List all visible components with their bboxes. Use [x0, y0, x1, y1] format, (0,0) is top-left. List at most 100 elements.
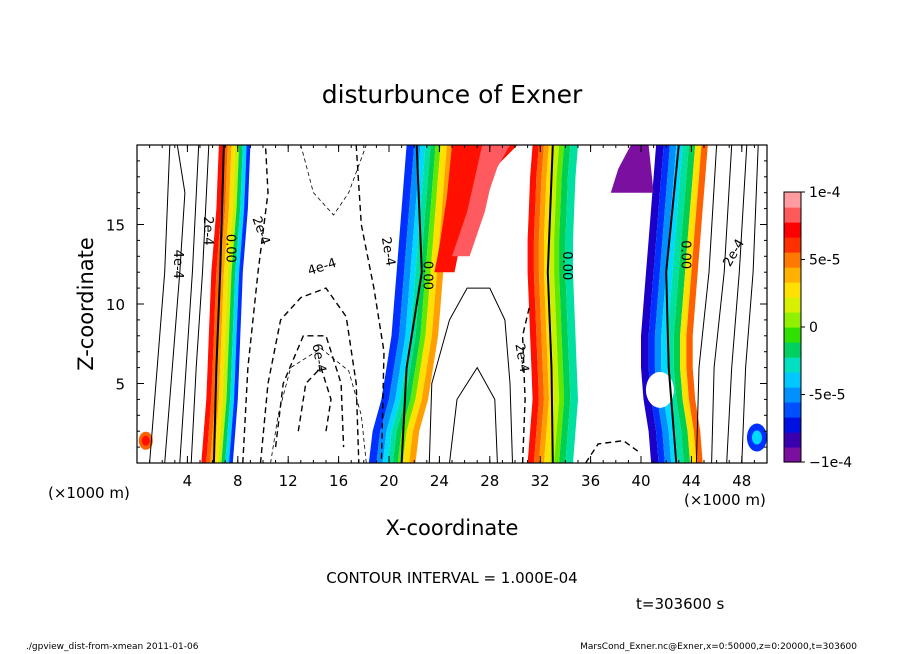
fill-band — [229, 145, 251, 463]
fill-band — [641, 145, 664, 463]
contour-line — [300, 145, 367, 216]
colorbar: 1e-4 5e-5 0 -5e-5 −1e-4 — [783, 185, 852, 471]
plot-area: 4e-42e-40.002e-44e-46e-42e-40.002e-40.00… — [136, 144, 768, 464]
contour-line — [355, 145, 385, 463]
colorbar-swatch — [784, 267, 801, 283]
fill-band — [610, 145, 654, 193]
colorbar-swatch — [784, 342, 801, 358]
x-tick-label: 20 — [379, 472, 398, 490]
contour-line — [212, 145, 225, 463]
fill-band — [409, 145, 454, 463]
colorbar-swatch — [784, 402, 801, 418]
contour-line — [711, 145, 733, 463]
blob-warm-core — [141, 435, 150, 446]
y-tick-label: 15 — [106, 217, 125, 235]
contour-line — [585, 439, 642, 463]
contour-line — [164, 145, 186, 463]
fill-band — [559, 145, 571, 463]
blob-hole — [645, 371, 674, 408]
colorbar-swatch — [784, 192, 801, 208]
x-tick-label: 12 — [279, 472, 298, 490]
colorbar-swatch — [784, 297, 801, 313]
colorbar-swatch — [784, 387, 801, 403]
fill-band — [402, 145, 447, 463]
x-tick-label: 32 — [531, 472, 550, 490]
fill-band — [397, 145, 441, 463]
fill-band — [452, 145, 510, 257]
contour-line — [521, 303, 531, 463]
y-axis-label: Z-coordinate — [74, 237, 98, 371]
colorbar-swatch — [784, 282, 801, 298]
colorbar-tick-label: 0 — [809, 320, 818, 336]
y-axis: 5 10 15 — [106, 160, 767, 448]
fill-band — [221, 145, 243, 463]
colorbar-tick-label: -5e-5 — [809, 388, 846, 404]
x-tick-label: 24 — [430, 472, 449, 490]
colorbar-swatch — [784, 207, 801, 223]
fill-band — [533, 145, 544, 463]
contour-line — [190, 145, 210, 463]
fill-band — [680, 145, 702, 463]
contour-label: 0.00 — [419, 261, 434, 290]
contour-lines — [149, 145, 759, 463]
y-tick-label: 10 — [106, 296, 125, 314]
fill-band — [217, 145, 240, 463]
fill-band — [213, 145, 236, 463]
colorbar-swatch — [784, 357, 801, 373]
y-tick-label: 5 — [115, 376, 125, 394]
contour-line — [449, 366, 498, 463]
contour-label: 4e-4 — [170, 250, 185, 279]
contour-label: 0.00 — [559, 251, 574, 280]
x-tick-label: 8 — [233, 472, 243, 490]
fill-band — [565, 145, 578, 463]
contour-interval-label: CONTOUR INTERVAL = 1.000E-04 — [326, 569, 577, 587]
footer-left: ./gpview_dist-from-xmean 2011-01-06 — [26, 642, 199, 652]
contour-line — [428, 287, 513, 463]
contour-label: 2e-4 — [378, 236, 398, 267]
x-tick-label: 44 — [682, 472, 701, 490]
contour-line — [741, 145, 759, 463]
fill-band — [527, 145, 539, 463]
colorbar-swatch — [784, 447, 801, 463]
contour-line — [179, 145, 200, 463]
colorbar-swatch — [784, 372, 801, 388]
x-tick-label: 16 — [329, 472, 348, 490]
contour-line — [274, 335, 345, 448]
contour-line — [149, 145, 171, 463]
chart-title: disturbunce of Exner — [322, 80, 583, 109]
x-tick-label: 36 — [581, 472, 600, 490]
fill-band — [538, 145, 549, 463]
colorbar-tick-label: −1e-4 — [809, 455, 852, 471]
colorbar-swatch — [784, 222, 801, 238]
colorbar-tick-label: 5e-5 — [809, 253, 840, 269]
fill-band — [392, 145, 436, 463]
footer-right: MarsCond_Exner.nc@Exner,x=0:50000,z=0:20… — [580, 642, 857, 652]
colorbar-swatch — [784, 312, 801, 328]
contour-label: 2e-4 — [511, 342, 531, 373]
contour-label: 2e-4 — [200, 216, 215, 245]
fill-band — [201, 145, 224, 463]
contour-line — [665, 145, 680, 463]
fill-band — [554, 145, 565, 463]
contour-line — [270, 348, 367, 463]
color-fills — [138, 145, 767, 463]
colorbar-swatch — [784, 432, 801, 448]
x-axis-unit-right: (×1000 m) — [684, 491, 766, 509]
colorbar-swatch — [784, 327, 801, 343]
contour-line — [297, 366, 332, 432]
fill-band — [376, 145, 421, 463]
contour-line — [695, 145, 718, 463]
fill-band — [225, 145, 247, 463]
x-axis-label: X-coordinate — [386, 516, 519, 540]
contour-label: 6e-4 — [309, 342, 329, 373]
contour-line — [242, 145, 269, 463]
x-tick-label: 40 — [631, 472, 650, 490]
fill-band — [673, 145, 696, 463]
contour-label: 0.00 — [223, 234, 238, 263]
contour-line — [400, 145, 423, 463]
fill-band — [686, 145, 708, 463]
blob-cool-core — [751, 430, 762, 445]
x-tick-label: 4 — [183, 472, 193, 490]
x-tick-label: 48 — [732, 472, 751, 490]
